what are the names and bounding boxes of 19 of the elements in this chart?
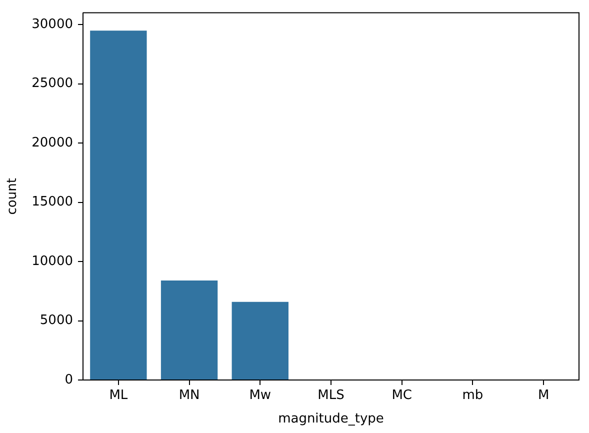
x-tick-label: MN [178,388,200,404]
bar [160,280,218,380]
x-tick-label: mb [462,388,484,404]
y-tick-label: 15000 [32,194,73,210]
y-tick-label: 0 [64,372,73,388]
y-tick-label: 30000 [32,17,73,32]
x-tick-label: Mw [249,388,272,404]
x-tick-label: ML [109,388,128,404]
y-tick-label: 20000 [32,135,73,150]
bar [90,30,147,380]
x-tick-label: MLS [318,388,344,404]
y-tick-label: 5000 [40,313,73,328]
x-tick-label: MC [392,388,412,404]
y-tick-label: 10000 [32,254,73,269]
y-tick-label: 25000 [32,76,73,92]
bar [232,302,288,380]
y-axis-title: count [5,178,20,215]
x-axis-title: magnitude_type [278,412,384,427]
x-tick-label: M [538,388,550,404]
